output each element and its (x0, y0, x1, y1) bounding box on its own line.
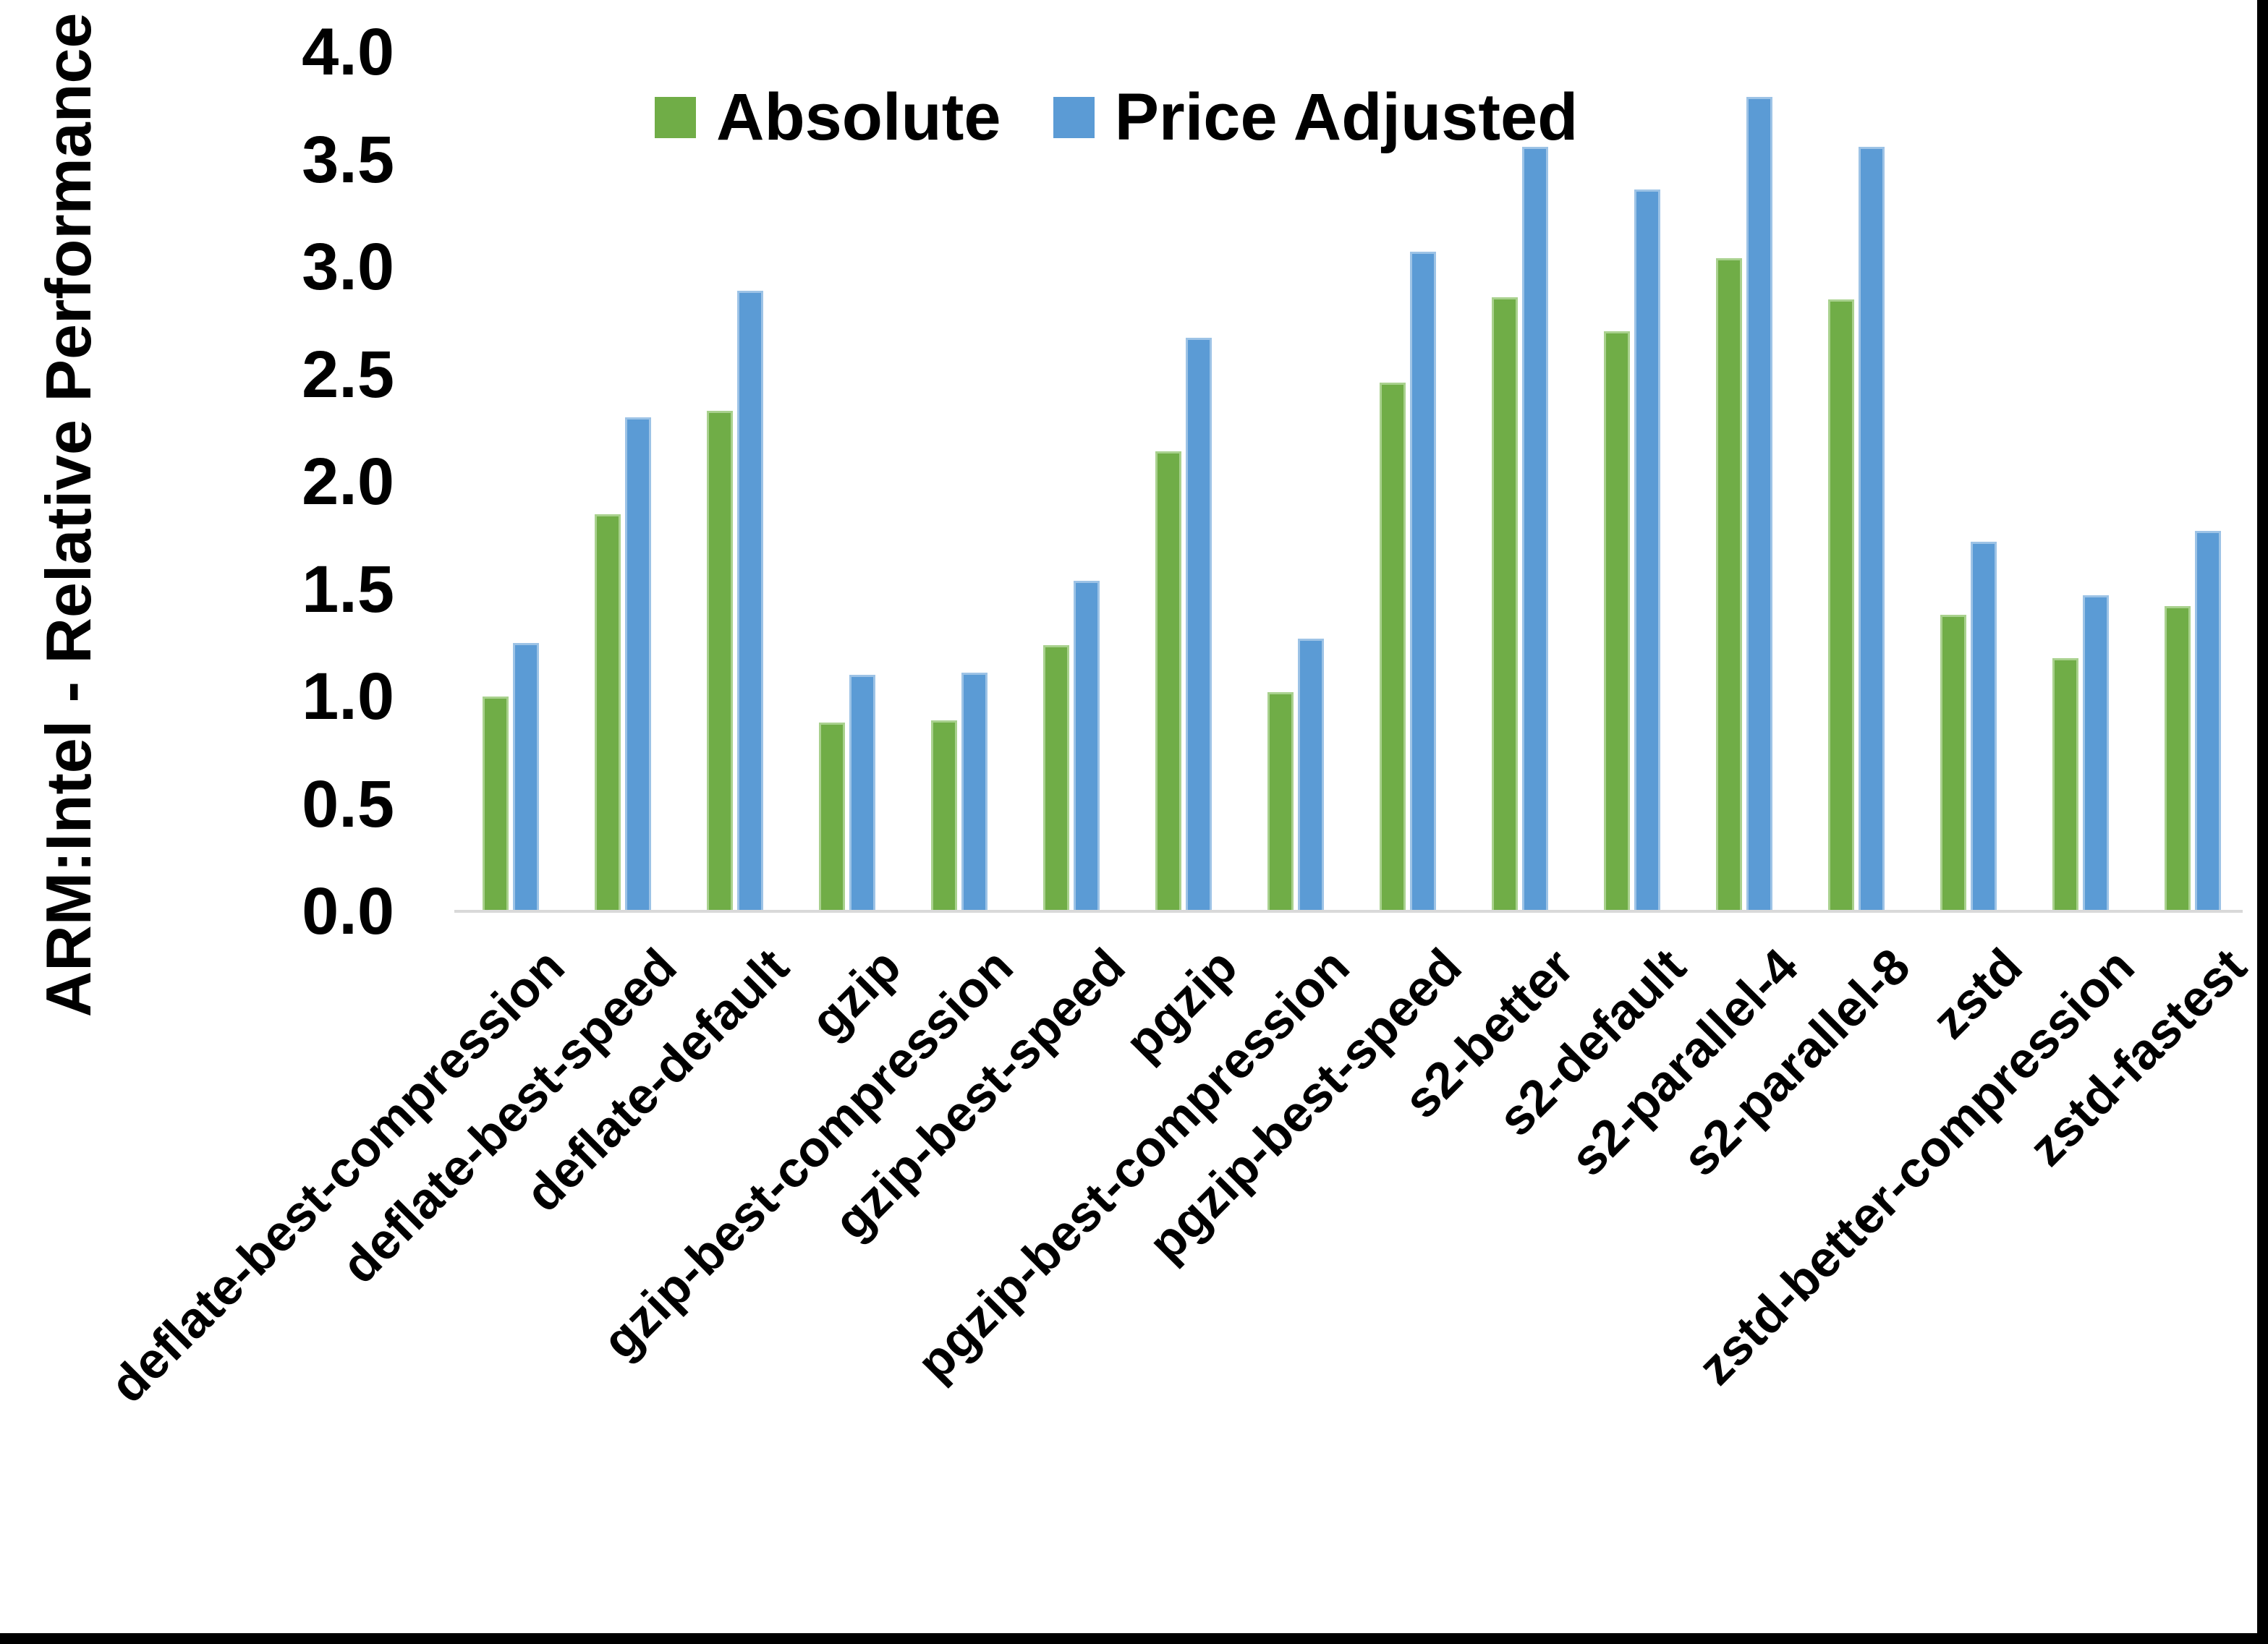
bar-absolute-s2-default (1603, 331, 1630, 911)
bar-absolute-s2-better (1491, 297, 1518, 911)
bar-absolute-s2-parallel-8 (1827, 299, 1854, 911)
window-border-bottom (0, 1633, 2268, 1644)
bar-price-adjusted-deflate-best-compression (512, 642, 539, 911)
bar-absolute-s2-parallel-4 (1715, 258, 1742, 911)
legend-item-absolute: Absolute (655, 81, 1001, 153)
bar-price-adjusted-pgzip-best-compression (1297, 638, 1324, 911)
legend-item-price-adjusted: Price Adjusted (1053, 80, 1579, 154)
plot-area (454, 52, 2248, 913)
bar-price-adjusted-s2-parallel-4 (1746, 97, 1772, 911)
y-tick-label-2.0: 2.0 (302, 445, 394, 519)
legend-label: Price Adjusted (1114, 80, 1579, 154)
bar-price-adjusted-s2-parallel-8 (1858, 146, 1885, 911)
bar-absolute-deflate-best-compression (482, 697, 509, 911)
y-tick-label-1.0: 1.0 (302, 660, 394, 733)
y-tick-label-1.5: 1.5 (302, 552, 394, 626)
bar-price-adjusted-pgzip (1185, 338, 1212, 911)
bar-price-adjusted-deflate-default (736, 290, 763, 911)
bar-absolute-pgzip (1155, 451, 1181, 911)
legend-label: Absolute (716, 80, 1001, 154)
bar-price-adjusted-s2-better (1521, 146, 1548, 911)
y-tick-label-4.0: 4.0 (302, 15, 394, 89)
bar-absolute-gzip (818, 722, 845, 911)
bar-absolute-zstd (1940, 615, 1966, 911)
y-tick-label-3.0: 3.0 (302, 230, 394, 304)
bar-absolute-deflate-default (706, 410, 733, 911)
bar-price-adjusted-zstd-fastest (2194, 531, 2221, 911)
y-tick-label-0.0: 0.0 (302, 874, 394, 948)
bar-price-adjusted-pgzip-best-speed (1409, 252, 1436, 911)
y-axis-title: ARM:Intel - Relative Performance (33, 12, 104, 1018)
bar-absolute-deflate-best-speed (594, 514, 621, 911)
bar-absolute-gzip-best-speed (1042, 644, 1069, 911)
y-tick-label-0.5: 0.5 (302, 767, 394, 841)
bar-price-adjusted-deflate-best-speed (624, 417, 651, 911)
bar-price-adjusted-gzip (849, 675, 875, 911)
bar-price-adjusted-zstd-better-compression (2082, 595, 2109, 911)
bar-price-adjusted-gzip-best-speed (1073, 580, 1100, 911)
bar-absolute-zstd-fastest (2164, 606, 2191, 911)
bar-absolute-gzip-best-compression (930, 720, 957, 911)
x-axis-line (454, 910, 2243, 913)
bar-price-adjusted-gzip-best-compression (961, 673, 988, 911)
legend-swatch-icon (1053, 96, 1095, 138)
bar-price-adjusted-s2-default (1634, 189, 1660, 911)
y-tick-label-3.5: 3.5 (302, 122, 394, 197)
legend-swatch-icon (655, 96, 696, 138)
window-border-right (2257, 0, 2268, 1644)
bar-absolute-pgzip-best-compression (1267, 692, 1294, 911)
bar-absolute-zstd-better-compression (2052, 657, 2078, 911)
bar-price-adjusted-zstd (1970, 542, 1997, 911)
legend: Absolute Price Adjusted (655, 81, 1578, 153)
bar-absolute-pgzip-best-speed (1379, 383, 1406, 911)
y-tick-label-2.5: 2.5 (302, 337, 394, 412)
